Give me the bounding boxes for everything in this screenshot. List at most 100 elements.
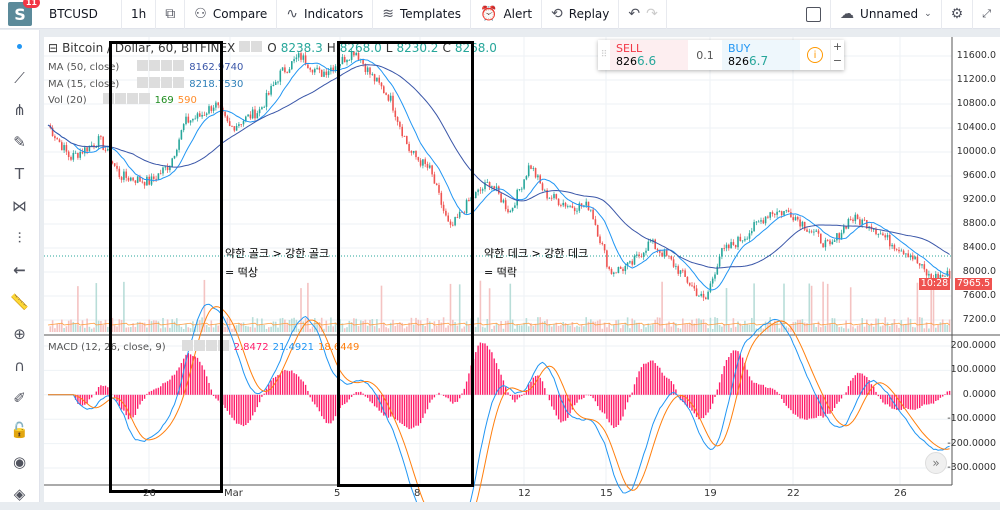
trendline-icon[interactable]: ⟋	[14, 69, 25, 87]
ma50-line	[47, 64, 950, 269]
brush-icon[interactable]: ✎	[13, 133, 26, 151]
pattern-icon[interactable]: ⋈	[12, 197, 27, 215]
indicators-button[interactable]: ∿ Indicators	[277, 0, 374, 29]
candle-body	[268, 93, 270, 95]
highlight-rectangle[interactable]	[109, 41, 223, 493]
volume-bar	[376, 319, 378, 332]
candle-body	[169, 167, 171, 171]
candle-body	[817, 230, 820, 234]
zoom-icon[interactable]: ⊕	[13, 325, 26, 343]
layout-checkbox[interactable]	[797, 0, 832, 29]
measure-icon[interactable]: ⫶	[17, 229, 22, 247]
legend-buttons[interactable]	[102, 93, 151, 107]
eye-icon[interactable]: ◉	[12, 453, 27, 471]
candle-body	[780, 211, 783, 216]
layers-icon[interactable]: ◈	[13, 485, 26, 503]
plus-icon[interactable]: +	[832, 40, 843, 53]
candle-body	[162, 167, 164, 174]
text-icon[interactable]: T	[14, 165, 25, 183]
compare-button[interactable]: ⚇ Compare	[185, 0, 278, 29]
collapse-icon[interactable]: ⊟	[48, 41, 59, 55]
fullscreen-button[interactable]: ⤢	[973, 0, 1000, 29]
volume-bar	[355, 318, 357, 332]
templates-button[interactable]: ≋ Templates	[373, 0, 472, 29]
candle-body	[318, 67, 321, 70]
ruler-icon[interactable]: 📏	[10, 293, 29, 311]
volume-bar	[84, 327, 86, 332]
interval-button[interactable]: 1h	[122, 0, 157, 29]
candle-body	[833, 240, 836, 242]
candle-body	[279, 70, 282, 82]
volume-bar	[263, 325, 265, 332]
legend-buttons[interactable]	[137, 60, 185, 74]
time-axis-label: Mar	[224, 488, 243, 499]
replay-label: Replay	[568, 7, 610, 21]
logo[interactable]: S 11	[8, 0, 40, 26]
volume-bar	[751, 317, 753, 332]
fork-icon[interactable]: ⋔	[13, 101, 26, 119]
candle-body	[546, 190, 548, 199]
buy-button[interactable]: BUY 8266.7	[722, 40, 800, 70]
save-layout-button[interactable]: ☁ Unnamed ⌄	[831, 0, 942, 29]
candle-body	[334, 66, 337, 71]
chevron-down-icon: ⌄	[924, 9, 932, 19]
drag-handle-icon[interactable]: ⠿	[600, 50, 608, 60]
replay-button[interactable]: ⟲ Replay	[542, 0, 620, 29]
legend-buttons[interactable]	[181, 340, 230, 354]
volume-bar	[688, 323, 691, 332]
candle-body	[77, 152, 79, 158]
arrow-left-icon[interactable]: ←	[13, 261, 26, 279]
candle-body	[314, 68, 316, 73]
volume-bar	[205, 324, 208, 332]
candle-body	[606, 250, 608, 267]
candle-body	[325, 71, 328, 76]
info-button[interactable]: i	[800, 40, 830, 70]
annotation-text: 약한 데크 > 강한 데크	[484, 247, 589, 260]
candle-body	[164, 166, 167, 168]
candle-body	[203, 114, 206, 116]
magnet-icon[interactable]: ∩	[14, 357, 25, 375]
candle-body	[468, 199, 470, 202]
candle-body	[431, 165, 433, 175]
legend-buttons[interactable]	[239, 41, 263, 55]
volume-bar	[364, 319, 367, 332]
scroll-to-realtime-button[interactable]: »	[925, 452, 947, 474]
candle-body	[215, 102, 217, 108]
dot-icon[interactable]	[0, 30, 39, 62]
lock-drawings-icon[interactable]: ✐	[13, 389, 26, 407]
volume-bar	[54, 328, 56, 332]
candle-body	[516, 189, 518, 206]
highlight-rectangle[interactable]	[337, 41, 474, 487]
candle-body	[764, 216, 767, 224]
volume-bar	[797, 319, 799, 332]
candle-body	[456, 217, 459, 218]
candle-body	[797, 217, 799, 220]
lock-icon[interactable]: 🔓	[10, 421, 29, 439]
minus-icon[interactable]: −	[832, 54, 843, 67]
candle-body	[675, 266, 677, 267]
volume-bar	[541, 321, 544, 332]
candle-body	[477, 189, 479, 193]
candle-body	[891, 244, 893, 247]
symbol-search[interactable]: BTCUSD	[40, 0, 122, 29]
quantity-stepper[interactable]: + −	[830, 40, 844, 70]
candle-body	[728, 244, 730, 249]
candle-body	[286, 72, 288, 73]
candle-body	[723, 248, 725, 249]
sell-button[interactable]: SELL 8266.6	[610, 40, 688, 70]
volume-bar	[309, 328, 311, 332]
settings-button[interactable]: ⚙	[942, 0, 974, 29]
redo-icon[interactable]: ↷	[646, 6, 658, 22]
candle-body	[479, 189, 482, 191]
alert-button[interactable]: ⏰ Alert	[471, 0, 543, 29]
volume-bar	[573, 327, 576, 332]
candle-body	[755, 221, 758, 223]
legend-buttons[interactable]	[137, 77, 185, 91]
volume-bar	[468, 324, 470, 332]
volume-bar	[189, 328, 192, 332]
top-toolbar: S 11 BTCUSD 1h ⧉ ⚇ Compare ∿ Indicators ≋ Te…	[0, 0, 1000, 29]
chart-type-button[interactable]: ⧉	[156, 0, 186, 29]
candle-body	[923, 264, 926, 270]
candle-body	[463, 212, 466, 214]
undo-icon[interactable]: ↶	[628, 6, 641, 22]
